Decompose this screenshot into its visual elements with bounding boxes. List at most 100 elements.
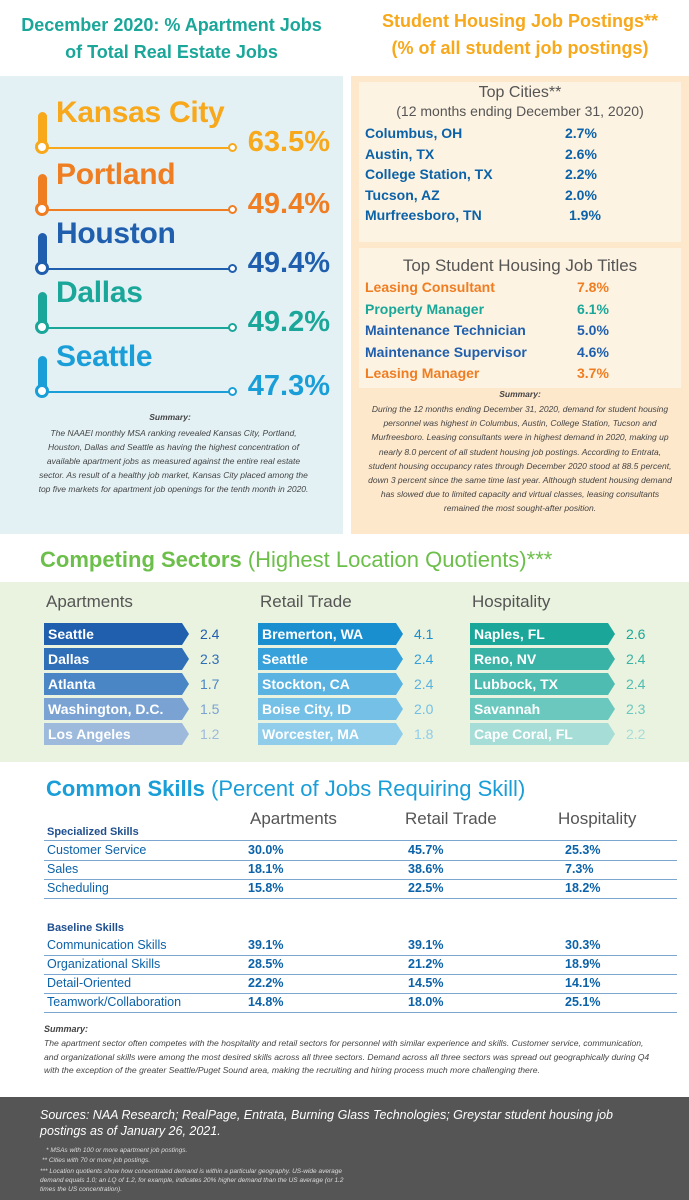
- ranking-value: 47.3%: [247, 370, 330, 402]
- skills-title: Common Skills (Percent of Jobs Requiring…: [46, 776, 686, 802]
- skill-name: Customer Service: [47, 843, 147, 857]
- skill-value: 45.7%: [408, 843, 444, 857]
- ranking-dot-icon: [35, 384, 49, 398]
- sector-bar-label: Washington, D.C.: [48, 701, 164, 717]
- ranking-value: 49.4%: [247, 247, 330, 279]
- ranking-color-bar: [38, 233, 47, 273]
- left-header-line1: December 2020: % Apartment Jobs: [21, 15, 322, 35]
- skill-value: 15.8%: [248, 881, 284, 895]
- sector-bar-value: 1.7: [200, 676, 220, 692]
- row-divider: [44, 840, 677, 841]
- left-summary-text: The NAAEI monthly MSA ranking revealed K…: [38, 428, 309, 494]
- ranking-end-dot-icon: [228, 264, 237, 273]
- ranking-value: 49.4%: [247, 188, 330, 220]
- competing-title-light: (Highest Location Quotients)***: [241, 547, 553, 572]
- left-header-line2: of Total Real Estate Jobs: [65, 42, 278, 62]
- skill-value: 18.2%: [565, 881, 601, 895]
- sector-bar-label: Naples, FL: [474, 626, 545, 642]
- ranking-dot-icon: [35, 140, 49, 154]
- skill-value: 39.1%: [248, 938, 284, 952]
- footer-note3: *** Location quotients show how concentr…: [40, 1168, 344, 1193]
- ranking-leader-line: [48, 147, 230, 149]
- skills-title-light: (Percent of Jobs Requiring Skill): [204, 776, 526, 801]
- sector-bar-label: Atlanta: [48, 676, 96, 692]
- skills-col-hospitality: Hospitality: [558, 809, 637, 828]
- ranking-city: Dallas: [56, 276, 143, 309]
- sector-bar-label: Seattle: [262, 651, 308, 667]
- ranking-color-bar: [38, 292, 47, 332]
- top-city-row: Austin, TX 2.6%: [365, 146, 685, 162]
- ranking-end-dot-icon: [228, 143, 237, 152]
- footer-sources: Sources: NAA Research; RealPage, Entrata…: [40, 1108, 613, 1138]
- sector-bar-value: 2.3: [626, 701, 646, 717]
- row-divider: [44, 993, 677, 994]
- sector-bar-value: 2.6: [626, 626, 646, 642]
- sector-bar-label: Seattle: [48, 626, 94, 642]
- row-divider: [44, 955, 677, 956]
- sector-column-heading: Apartments: [46, 592, 133, 611]
- ranking-dot-icon: [35, 202, 49, 216]
- footer-note2: ** Cities with 70 or more job postings.: [42, 1157, 151, 1164]
- sector-bar: Cape Coral, FL: [470, 723, 615, 745]
- sector-bar-value: 4.1: [414, 626, 434, 642]
- job-title-name: Maintenance Technician: [365, 322, 526, 338]
- skill-value: 18.9%: [565, 957, 601, 971]
- job-title-name: Maintenance Supervisor: [365, 343, 527, 360]
- sector-bar-label: Cape Coral, FL: [474, 726, 573, 742]
- ranking-end-dot-icon: [228, 205, 237, 214]
- job-title-row: Property Manager 6.1%: [365, 301, 685, 317]
- job-title-row: Leasing Consultant 7.8%: [365, 279, 685, 295]
- sector-bar: Seattle: [258, 648, 403, 670]
- sector-bar: Los Angeles: [44, 723, 189, 745]
- sector-bar: Reno, NV: [470, 648, 615, 670]
- top-city-value: 2.0%: [565, 186, 597, 203]
- sector-bar-label: Savannah: [474, 701, 541, 717]
- sector-bar-value: 2.4: [200, 626, 220, 642]
- ranking-color-bar: [38, 356, 47, 396]
- ranking-city: Kansas City: [56, 96, 225, 129]
- metro-ranking-panel: Kansas City 63.5% Portland 49.4% Houston 49.4…: [0, 76, 343, 534]
- sector-bar-value: 2.4: [414, 651, 434, 667]
- baseline-heading: Baseline Skills: [47, 922, 125, 934]
- skill-value: 18.0%: [408, 995, 444, 1009]
- job-title-row: Leasing Manager 3.7%: [365, 365, 685, 381]
- bottom-summary-heading: Summary:: [44, 1024, 89, 1034]
- ranking-city: Seattle: [56, 340, 153, 373]
- job-title-row: Maintenance Technician 5.0%: [365, 322, 685, 338]
- job-title-value: 6.1%: [577, 300, 609, 317]
- top-city-name: Columbus, OH: [365, 125, 463, 141]
- skill-value: 18.1%: [248, 862, 284, 876]
- skill-value: 14.1%: [565, 976, 601, 990]
- top-city-name: Austin, TX: [365, 145, 435, 162]
- ranking-color-bar: [38, 112, 47, 152]
- sector-bar-value: 2.3: [200, 651, 220, 667]
- sector-bar: Naples, FL: [470, 623, 615, 645]
- specialized-heading: Specialized Skills: [47, 826, 139, 838]
- skill-value: 39.1%: [408, 938, 444, 952]
- sector-bar-value: 2.2: [626, 726, 646, 742]
- top-cities-subtitle: (12 months ending December 31, 2020): [396, 103, 644, 119]
- job-title-value: 7.8%: [577, 279, 609, 295]
- sector-bar: Worcester, MA: [258, 723, 403, 745]
- competing-title: Competing Sectors (Highest Location Quot…: [40, 547, 680, 573]
- ranking-leader-line: [48, 391, 230, 393]
- top-city-row: College Station, TX 2.2%: [365, 166, 685, 182]
- top-city-name: College Station, TX: [365, 166, 493, 182]
- skills-col-retail: Retail Trade: [405, 809, 497, 828]
- sector-bar-label: Stockton, CA: [262, 676, 350, 692]
- footer-note1: * MSAs with 100 or more apartment job po…: [46, 1147, 188, 1154]
- sector-bar-label: Lubbock, TX: [474, 676, 558, 692]
- sector-bar-label: Worcester, MA: [262, 726, 359, 742]
- ranking-leader-line: [48, 268, 230, 270]
- top-city-value: 2.7%: [565, 125, 597, 141]
- skill-name: Communication Skills: [47, 938, 167, 952]
- ranking-value: 63.5%: [247, 126, 330, 158]
- competing-title-bold: Competing Sectors: [40, 547, 242, 572]
- right-summary-heading: Summary:: [499, 389, 541, 399]
- sector-bar: Boise City, ID: [258, 698, 403, 720]
- ranking-city: Houston: [56, 217, 176, 250]
- job-title-value: 4.6%: [577, 343, 609, 360]
- row-divider: [44, 974, 677, 975]
- top-city-row: Columbus, OH 2.7%: [365, 125, 685, 141]
- sector-bar-value: 2.0: [414, 701, 434, 717]
